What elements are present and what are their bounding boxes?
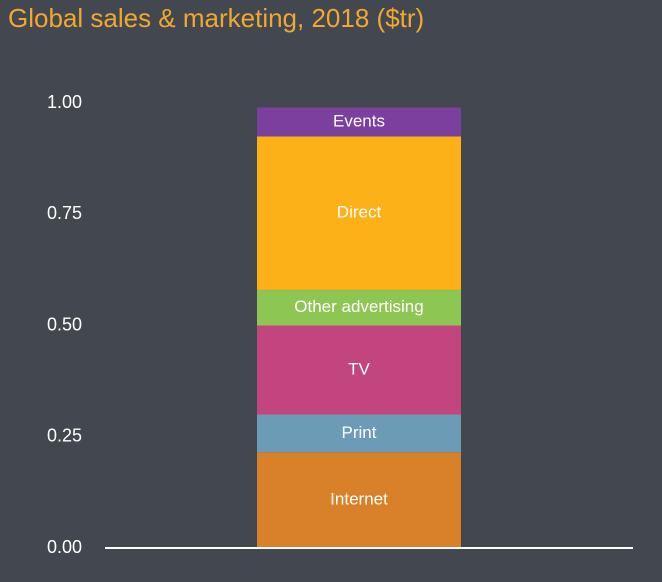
bar-segment bbox=[257, 325, 461, 415]
bar-segment bbox=[257, 414, 461, 453]
segment-label: Print bbox=[342, 423, 377, 442]
segment-label: Other advertising bbox=[294, 297, 423, 316]
segment-label: Events bbox=[333, 111, 385, 130]
bar-segment bbox=[257, 289, 461, 326]
chart-title: Global sales & marketing, 2018 ($tr) bbox=[8, 3, 424, 33]
bar-segment bbox=[257, 107, 461, 137]
bar-segment bbox=[257, 452, 461, 548]
y-tick-label: 0.50 bbox=[47, 314, 82, 334]
y-tick-label: 1.00 bbox=[47, 92, 82, 112]
segment-label: TV bbox=[348, 359, 370, 378]
segment-label: Direct bbox=[337, 203, 382, 222]
y-tick-label: 0.00 bbox=[47, 537, 82, 557]
bar-segment bbox=[257, 136, 461, 290]
segment-label: Internet bbox=[330, 490, 388, 509]
y-tick-label: 0.25 bbox=[47, 426, 82, 446]
y-tick-label: 0.75 bbox=[47, 203, 82, 223]
